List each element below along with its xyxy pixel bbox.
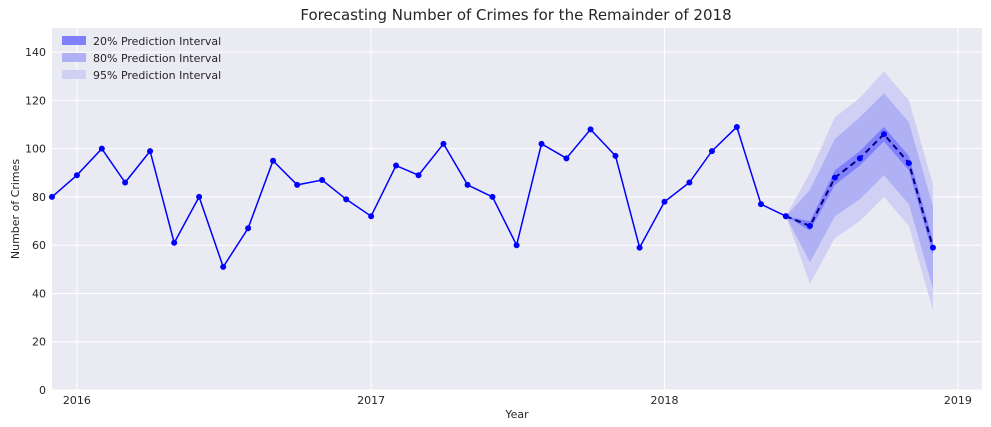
data-point bbox=[757, 201, 764, 208]
data-point bbox=[806, 222, 813, 229]
data-point bbox=[171, 239, 178, 246]
legend-label: 20% Prediction Interval bbox=[93, 35, 221, 48]
legend-swatch bbox=[62, 53, 86, 62]
data-point bbox=[538, 140, 545, 147]
data-point bbox=[513, 242, 520, 249]
data-point bbox=[368, 213, 375, 220]
data-point bbox=[880, 131, 887, 138]
grid bbox=[52, 28, 982, 391]
x-tick-label: 2019 bbox=[944, 394, 972, 407]
data-point bbox=[686, 179, 693, 186]
data-point bbox=[294, 181, 301, 188]
x-axis-label: Year bbox=[504, 408, 529, 421]
data-point bbox=[49, 193, 55, 200]
data-point bbox=[73, 172, 80, 179]
data-point bbox=[440, 140, 447, 147]
data-point bbox=[563, 155, 570, 162]
data-point bbox=[464, 181, 471, 188]
data-point bbox=[270, 157, 277, 164]
data-point bbox=[782, 213, 789, 220]
data-point bbox=[905, 160, 912, 167]
data-point bbox=[98, 145, 105, 152]
legend-swatch bbox=[62, 36, 86, 45]
data-point bbox=[733, 123, 740, 130]
data-point bbox=[612, 152, 619, 159]
data-point bbox=[661, 198, 668, 205]
legend-label: 80% Prediction Interval bbox=[93, 52, 221, 65]
y-tick-label: 0 bbox=[39, 384, 46, 397]
data-point bbox=[147, 148, 154, 155]
legend-label: 95% Prediction Interval bbox=[93, 69, 221, 82]
y-tick-label: 60 bbox=[32, 239, 46, 252]
data-point bbox=[319, 177, 326, 184]
y-tick-label: 100 bbox=[25, 143, 46, 156]
data-point bbox=[831, 174, 838, 181]
prediction-band bbox=[785, 126, 933, 255]
series-points bbox=[49, 123, 936, 270]
y-tick-label: 80 bbox=[32, 191, 46, 204]
y-tick-label: 20 bbox=[32, 336, 46, 349]
data-point bbox=[587, 126, 594, 133]
x-tick-label: 2016 bbox=[63, 394, 91, 407]
legend: 20% Prediction Interval 80% Prediction In… bbox=[62, 35, 221, 82]
y-tick-label: 120 bbox=[25, 94, 46, 107]
data-point bbox=[415, 172, 422, 179]
y-axis-label: Number of Crimes bbox=[9, 159, 22, 260]
data-point bbox=[245, 225, 252, 232]
y-axis-ticks: 0 20 40 60 80 100 120 140 bbox=[25, 46, 46, 397]
data-point bbox=[220, 263, 227, 270]
data-point bbox=[708, 148, 715, 155]
prediction-bands bbox=[785, 71, 933, 311]
data-point bbox=[393, 162, 400, 169]
data-point bbox=[856, 155, 863, 162]
x-tick-label: 2017 bbox=[357, 394, 385, 407]
legend-swatch bbox=[62, 70, 86, 79]
data-point bbox=[489, 193, 496, 200]
data-point bbox=[122, 179, 129, 186]
data-point bbox=[636, 244, 643, 251]
chart-title: Forecasting Number of Crimes for the Rem… bbox=[300, 6, 731, 24]
y-tick-label: 40 bbox=[32, 287, 46, 300]
data-point bbox=[929, 244, 936, 251]
data-point bbox=[343, 196, 350, 203]
x-tick-label: 2018 bbox=[650, 394, 678, 407]
data-point bbox=[196, 193, 203, 200]
y-tick-label: 140 bbox=[25, 46, 46, 59]
x-axis-ticks: 2016 2017 2018 2019 bbox=[63, 394, 972, 407]
